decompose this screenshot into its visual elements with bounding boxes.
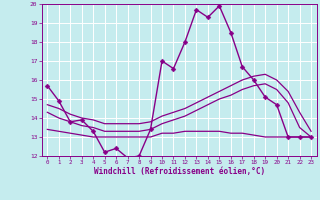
X-axis label: Windchill (Refroidissement éolien,°C): Windchill (Refroidissement éolien,°C) <box>94 167 265 176</box>
